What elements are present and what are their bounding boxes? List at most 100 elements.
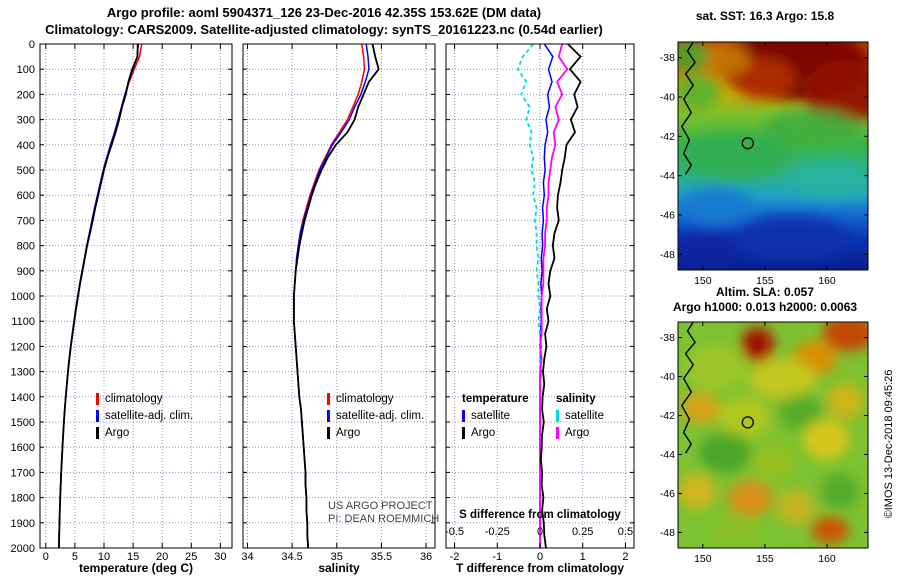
svg-text:0: 0 — [43, 551, 49, 563]
argo-float-marker — [741, 416, 754, 429]
svg-text:5: 5 — [72, 551, 78, 563]
svg-text:600: 600 — [17, 190, 35, 202]
legend-line-marker — [96, 409, 99, 422]
legend-line-marker — [462, 409, 465, 422]
svg-text:900: 900 — [17, 266, 35, 278]
temperature-panel: 0 5 10 15 20 25 300100200300400500600700800900… — [11, 39, 233, 563]
svg-text:700: 700 — [17, 215, 35, 227]
svg-text:0: 0 — [29, 39, 35, 51]
svg-text:S difference from climatology: S difference from climatology — [459, 509, 621, 521]
svg-text:-44: -44 — [660, 170, 675, 182]
svg-text:34: 34 — [241, 551, 253, 563]
svg-text:-48: -48 — [660, 527, 675, 539]
legend-header: salinity — [556, 390, 604, 407]
svg-text:-40: -40 — [660, 92, 675, 104]
t-difference-axis-label: T difference from climatology — [455, 561, 625, 575]
svg-text:0: 0 — [537, 526, 543, 538]
coastline — [680, 322, 696, 454]
legend-label: satellite — [565, 409, 604, 422]
svg-text:400: 400 — [17, 140, 35, 152]
svg-text:150: 150 — [694, 553, 712, 565]
legend-label: Argo — [105, 426, 130, 439]
coastline — [680, 42, 696, 175]
svg-text:150: 150 — [694, 275, 712, 287]
legend-label: salinity — [556, 392, 596, 405]
difference-panel: -2 -1 0 1 2 S difference from climatology -0.5… — [445, 43, 635, 563]
sst-map: -38 -40 -42 -44 -46 -48 150 155 160 — [660, 41, 869, 287]
project-annotation-line2: PI: DEAN ROEMMICH — [328, 513, 440, 525]
svg-text:500: 500 — [17, 165, 35, 177]
legend-label: satellite-adj. clim. — [105, 409, 194, 422]
svg-text:-46: -46 — [660, 488, 675, 500]
svg-text:160: 160 — [818, 275, 836, 287]
legend-line-marker — [327, 426, 330, 439]
svg-text:1100: 1100 — [11, 316, 35, 328]
legend-item: Argo — [556, 424, 604, 441]
legend-label: satellite-adj. clim. — [336, 409, 425, 422]
legend-item: Argo — [327, 424, 424, 441]
temperature-legend: climatology satellite-adj. clim. Argo — [96, 390, 193, 441]
svg-text:1000: 1000 — [11, 291, 35, 303]
svg-text:1500: 1500 — [11, 417, 35, 429]
svg-text:0: 0 — [537, 551, 543, 563]
series-s-argo — [539, 43, 569, 548]
svg-text:2000: 2000 — [11, 543, 35, 555]
svg-text:1800: 1800 — [11, 493, 35, 505]
legend-label: Argo — [336, 426, 361, 439]
salinity-legend: climatology satellite-adj. clim. Argo — [327, 390, 424, 441]
legend-header: temperature — [462, 390, 528, 407]
svg-text:1200: 1200 — [11, 341, 35, 353]
sla-map: -38 -40 -42 -44 -46 -48 150 155 160 — [660, 321, 869, 565]
project-annotation-line1: US ARGO PROJECT — [328, 500, 433, 512]
temperature-axis-label: temperature (deg C) — [78, 561, 194, 575]
legend-label: temperature — [462, 392, 529, 405]
svg-text:1700: 1700 — [11, 467, 35, 479]
difference-legend: salinity satellite Argo — [556, 390, 604, 441]
svg-text:35.5: 35.5 — [371, 551, 392, 563]
legend-line-marker — [327, 392, 330, 405]
svg-text:-0.5: -0.5 — [445, 526, 464, 538]
svg-text:0.25: 0.25 — [572, 526, 593, 538]
series-t-argo — [540, 43, 582, 549]
svg-text:-42: -42 — [660, 131, 675, 143]
svg-text:15: 15 — [127, 551, 139, 563]
svg-text:1900: 1900 — [11, 518, 35, 530]
sst-map-title: sat. SST: 16.3 Argo: 15.8 — [695, 9, 835, 23]
series-argo — [58, 43, 139, 549]
project-annotation: US ARGO PROJECT PI: DEAN ROEMMICH — [328, 500, 439, 526]
svg-text:36: 36 — [420, 551, 432, 563]
svg-text:160: 160 — [818, 553, 836, 565]
legend-item: climatology — [327, 390, 424, 407]
legend-item: satellite-adj. clim. — [96, 407, 193, 424]
legend-line-marker — [556, 409, 559, 422]
svg-text:800: 800 — [17, 241, 35, 253]
svg-text:100: 100 — [17, 64, 35, 76]
salinity-axis-label: salinity — [318, 561, 360, 575]
svg-text:1: 1 — [580, 551, 586, 563]
argo-float-marker — [741, 137, 754, 150]
svg-text:-46: -46 — [660, 209, 675, 221]
salinity-panel: 34 34.5 35 35.5 36 — [241, 43, 436, 563]
series-argo — [293, 43, 380, 549]
svg-text:-42: -42 — [660, 410, 675, 422]
svg-text:30: 30 — [214, 551, 226, 563]
svg-text:35: 35 — [331, 551, 343, 563]
legend-item: climatology — [96, 390, 193, 407]
svg-text:2: 2 — [622, 551, 628, 563]
svg-text:34.5: 34.5 — [281, 551, 302, 563]
svg-text:20: 20 — [156, 551, 168, 563]
svg-text:1600: 1600 — [11, 442, 35, 454]
legend-label: Argo — [471, 426, 496, 439]
svg-text:1400: 1400 — [11, 392, 35, 404]
svg-text:1300: 1300 — [11, 367, 35, 379]
legend-label: satellite — [471, 409, 510, 422]
figure-title: Argo profile: aoml 5904371_126 23-Dec-20… — [106, 5, 542, 20]
sla-map-title: Altim. SLA: 0.057 — [715, 285, 815, 299]
svg-text:155: 155 — [756, 275, 774, 287]
svg-text:10: 10 — [98, 551, 110, 563]
legend-label: climatology — [336, 392, 394, 405]
svg-text:-48: -48 — [660, 249, 675, 261]
svg-text:25: 25 — [185, 551, 197, 563]
svg-text:200: 200 — [17, 89, 35, 101]
